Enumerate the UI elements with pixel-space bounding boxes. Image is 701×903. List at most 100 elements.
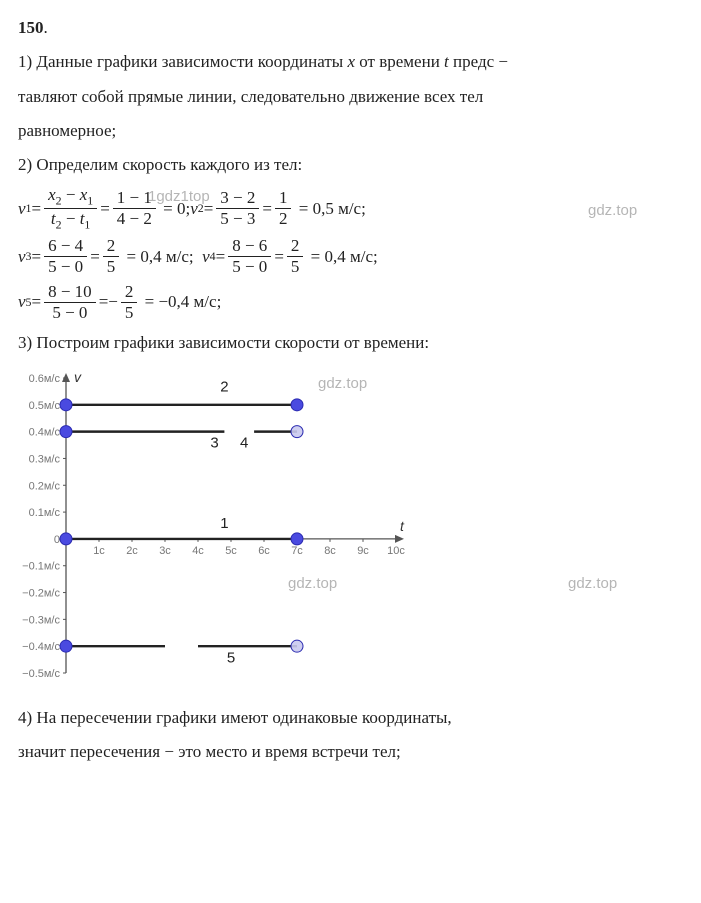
num: 1 − 1 bbox=[113, 188, 156, 209]
sym: = bbox=[32, 286, 42, 318]
svg-text:0.1м/с: 0.1м/с bbox=[29, 507, 61, 519]
svg-text:4с: 4с bbox=[192, 545, 204, 557]
svg-text:−0.2м/с: −0.2м/с bbox=[22, 587, 60, 599]
fraction: 1 2 bbox=[275, 188, 292, 230]
sym: = bbox=[90, 241, 100, 273]
sym: = bbox=[274, 241, 284, 273]
velocity-chart: −0.5м/с −0.4м/с −0.3м/с −0.2м/с −0.1м/с 0 0.1м… bbox=[8, 368, 683, 694]
svg-text:0.3м/с: 0.3м/с bbox=[29, 453, 61, 465]
sym: − bbox=[108, 286, 118, 318]
result: = −0,4 м/с; bbox=[145, 286, 222, 318]
var-x: x bbox=[347, 52, 355, 71]
sym: = bbox=[262, 193, 272, 225]
fraction: x2 − x1 t2 − t1 bbox=[44, 185, 97, 231]
svg-text:8с: 8с bbox=[324, 545, 336, 557]
sym: − bbox=[62, 185, 80, 204]
svg-text:4: 4 bbox=[240, 434, 248, 451]
num: 2 bbox=[103, 236, 120, 257]
fraction: 3 − 2 5 − 3 bbox=[216, 188, 259, 230]
result: = 0 bbox=[163, 193, 185, 225]
fraction: 2 5 bbox=[287, 236, 304, 278]
svg-text:−0.5м/с: −0.5м/с bbox=[22, 668, 60, 680]
equation-line-1: v1 = x2 − x1 t2 − t1 = 1 − 1 4 − 2 = 0; … bbox=[18, 185, 683, 231]
svg-text:9с: 9с bbox=[357, 545, 369, 557]
svg-text:5: 5 bbox=[227, 649, 235, 666]
svg-text:−0.3м/с: −0.3м/с bbox=[22, 614, 60, 626]
sym: = bbox=[204, 193, 214, 225]
sym: − bbox=[62, 209, 80, 228]
svg-text:0.2м/с: 0.2м/с bbox=[29, 480, 61, 492]
sym: = bbox=[216, 241, 226, 273]
svg-text:6с: 6с bbox=[258, 545, 270, 557]
sym: v bbox=[202, 241, 210, 273]
fraction: 1 − 1 4 − 2 bbox=[113, 188, 156, 230]
problem-number: 150 bbox=[18, 18, 44, 37]
den: 5 − 0 bbox=[228, 257, 271, 277]
den: 5 bbox=[287, 257, 304, 277]
svg-text:2с: 2с bbox=[126, 545, 138, 557]
sym: x bbox=[48, 185, 56, 204]
svg-text:v: v bbox=[74, 369, 82, 385]
sym: v bbox=[18, 241, 26, 273]
den: 5 − 0 bbox=[44, 257, 87, 277]
svg-text:0.6м/с: 0.6м/с bbox=[29, 373, 61, 385]
svg-text:5с: 5с bbox=[225, 545, 237, 557]
sym: = bbox=[99, 286, 109, 318]
result: = 0,5 м/с; bbox=[299, 193, 366, 225]
sym: v bbox=[190, 193, 198, 225]
fraction: 2 5 bbox=[121, 282, 138, 324]
text: 1) Данные графики зависимости координаты bbox=[18, 52, 347, 71]
den: 4 − 2 bbox=[113, 209, 156, 229]
svg-text:2: 2 bbox=[220, 378, 228, 395]
sym: v bbox=[18, 286, 26, 318]
sym: = bbox=[100, 193, 110, 225]
fraction: 8 − 6 5 − 0 bbox=[228, 236, 271, 278]
sym: = bbox=[32, 241, 42, 273]
svg-text:1с: 1с bbox=[93, 545, 105, 557]
num: 2 bbox=[287, 236, 304, 257]
den: 2 bbox=[275, 209, 292, 229]
paragraph-3: 3) Построим графики зависимости скорости… bbox=[18, 327, 683, 359]
den: 5 − 0 bbox=[48, 303, 91, 323]
num: 1 bbox=[275, 188, 292, 209]
svg-text:0.4м/с: 0.4м/с bbox=[29, 426, 61, 438]
svg-text:10с: 10с bbox=[387, 545, 405, 557]
paragraph-2: 2) Определим скорость каждого из тел: bbox=[18, 149, 683, 181]
fraction: 6 − 4 5 − 0 bbox=[44, 236, 87, 278]
fraction: 8 − 10 5 − 0 bbox=[44, 282, 96, 324]
svg-text:0: 0 bbox=[54, 534, 60, 546]
paragraph-1-line2: тавляют собой прямые линии, следовательн… bbox=[18, 81, 683, 113]
sub: 1 bbox=[87, 194, 93, 208]
svg-text:3: 3 bbox=[210, 434, 218, 451]
equation-line-3: v 5 = 8 − 10 5 − 0 = − 2 5 = −0,4 м/с; bbox=[18, 282, 683, 324]
svg-text:t: t bbox=[400, 518, 405, 534]
paragraph-1-line1: 1) Данные графики зависимости координаты… bbox=[18, 46, 683, 78]
sym: v bbox=[18, 193, 26, 225]
text: предс − bbox=[449, 52, 508, 71]
paragraph-4-line2: значит пересечения − это место и время в… bbox=[18, 736, 683, 768]
result: = 0,4 м/с; bbox=[311, 241, 378, 273]
sub: 1 bbox=[84, 218, 90, 232]
num: 8 − 10 bbox=[44, 282, 96, 303]
svg-text:3с: 3с bbox=[159, 545, 171, 557]
num: 3 − 2 bbox=[216, 188, 259, 209]
text: от времени bbox=[355, 52, 444, 71]
svg-text:−0.4м/с: −0.4м/с bbox=[22, 641, 60, 653]
svg-text:0.5м/с: 0.5м/с bbox=[29, 400, 61, 412]
watermark: gdz.top bbox=[568, 570, 617, 599]
num: 6 − 4 bbox=[44, 236, 87, 257]
svg-text:7с: 7с bbox=[291, 545, 303, 557]
sym: = bbox=[32, 193, 42, 225]
paragraph-1-line3: равномерное; bbox=[18, 115, 683, 147]
fraction: 2 5 bbox=[103, 236, 120, 278]
num: 8 − 6 bbox=[228, 236, 271, 257]
svg-text:−0.1м/с: −0.1м/с bbox=[22, 560, 60, 572]
result: = 0,4 м/с; bbox=[127, 241, 194, 273]
den: 5 bbox=[103, 257, 120, 277]
den: 5 bbox=[121, 303, 138, 323]
equation-line-2: v3 = 6 − 4 5 − 0 = 2 5 = 0,4 м/с; v4 = 8… bbox=[18, 236, 683, 278]
paragraph-4-line1: 4) На пересечении графики имеют одинаков… bbox=[18, 702, 683, 734]
den: 5 − 3 bbox=[216, 209, 259, 229]
num: 2 bbox=[121, 282, 138, 303]
svg-text:1: 1 bbox=[220, 515, 228, 532]
